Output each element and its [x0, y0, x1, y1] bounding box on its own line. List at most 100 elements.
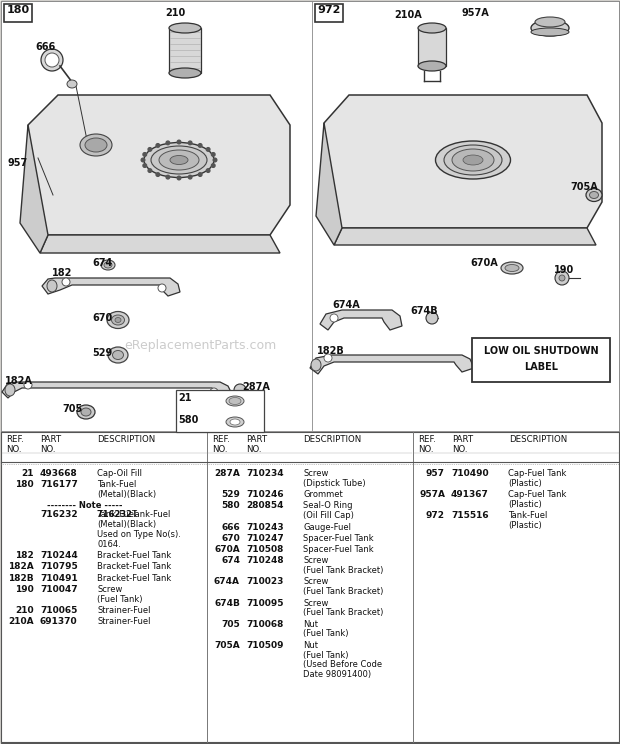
- Ellipse shape: [104, 262, 112, 268]
- Circle shape: [148, 169, 152, 173]
- Text: 287A: 287A: [242, 382, 270, 392]
- Text: 670A: 670A: [215, 545, 240, 554]
- Ellipse shape: [85, 138, 107, 152]
- Text: 287A: 287A: [214, 469, 240, 478]
- Bar: [315, 4, 343, 22]
- Ellipse shape: [444, 145, 502, 175]
- Text: 280854: 280854: [246, 501, 283, 510]
- Text: NO.: NO.: [452, 445, 467, 454]
- Text: (Dipstick Tube): (Dipstick Tube): [303, 479, 366, 488]
- Text: 0164.: 0164.: [97, 539, 121, 548]
- Text: Spacer-Fuel Tank: Spacer-Fuel Tank: [303, 533, 374, 543]
- Text: REF.: REF.: [6, 435, 24, 444]
- Circle shape: [198, 173, 202, 176]
- Circle shape: [141, 158, 145, 161]
- Polygon shape: [316, 123, 342, 245]
- Text: (Fuel Tank Bracket): (Fuel Tank Bracket): [303, 587, 383, 596]
- Text: 691370: 691370: [40, 618, 78, 626]
- Ellipse shape: [418, 61, 446, 71]
- Ellipse shape: [590, 191, 598, 199]
- Ellipse shape: [501, 262, 523, 274]
- Text: 493668: 493668: [40, 469, 78, 478]
- Ellipse shape: [531, 28, 569, 36]
- Circle shape: [156, 144, 159, 147]
- Text: Tank-Fuel: Tank-Fuel: [97, 481, 136, 490]
- Text: 674: 674: [92, 258, 112, 268]
- Text: Used on Type No(s).: Used on Type No(s).: [97, 530, 181, 539]
- Text: 710243: 710243: [246, 522, 283, 531]
- Text: (Fuel Tank): (Fuel Tank): [303, 650, 348, 660]
- Circle shape: [210, 388, 218, 396]
- Text: 710095: 710095: [246, 599, 283, 608]
- Text: Tank-Fuel: Tank-Fuel: [131, 510, 170, 519]
- Text: 716177: 716177: [40, 481, 78, 490]
- Text: Cap-Oil Fill: Cap-Oil Fill: [97, 469, 142, 478]
- Circle shape: [559, 275, 565, 281]
- Text: 666: 666: [35, 42, 55, 52]
- Circle shape: [211, 164, 215, 167]
- Ellipse shape: [80, 134, 112, 156]
- Text: 716232: 716232: [40, 510, 78, 519]
- Ellipse shape: [47, 280, 57, 292]
- Text: 182B: 182B: [9, 574, 34, 583]
- Ellipse shape: [5, 384, 15, 396]
- Text: 180: 180: [6, 5, 30, 15]
- Circle shape: [213, 158, 217, 161]
- Text: 529: 529: [92, 348, 112, 358]
- Text: Nut: Nut: [303, 641, 318, 650]
- Text: Screw: Screw: [303, 557, 329, 565]
- Bar: [1, 1, 619, 431]
- Text: 710065: 710065: [40, 606, 78, 615]
- Text: Cap-Fuel Tank: Cap-Fuel Tank: [508, 490, 567, 499]
- Text: 674B: 674B: [214, 599, 240, 608]
- Text: REF.: REF.: [418, 435, 436, 444]
- Text: 957A: 957A: [462, 8, 490, 18]
- Circle shape: [143, 164, 146, 167]
- Text: 491367: 491367: [451, 490, 489, 499]
- Polygon shape: [28, 95, 290, 235]
- Text: 715516: 715516: [451, 511, 489, 520]
- Text: 21: 21: [22, 469, 34, 478]
- Text: PART: PART: [452, 435, 473, 444]
- Circle shape: [188, 176, 192, 179]
- Text: Tank-Fuel: Tank-Fuel: [508, 511, 547, 520]
- Text: 710509: 710509: [246, 641, 283, 650]
- Text: 580: 580: [221, 501, 240, 510]
- Ellipse shape: [169, 23, 201, 33]
- Bar: [169, 28, 201, 73]
- Text: 710248: 710248: [246, 557, 283, 565]
- Ellipse shape: [230, 419, 240, 425]
- Ellipse shape: [452, 149, 494, 171]
- Text: Date 98091400): Date 98091400): [303, 670, 371, 679]
- Ellipse shape: [435, 141, 510, 179]
- Text: (Oil Fill Cap): (Oil Fill Cap): [303, 511, 354, 520]
- Text: 710795: 710795: [40, 562, 78, 571]
- Ellipse shape: [586, 188, 602, 202]
- Text: Screw: Screw: [303, 577, 329, 586]
- Ellipse shape: [226, 417, 244, 427]
- Ellipse shape: [67, 80, 77, 88]
- Text: 182B: 182B: [317, 346, 345, 356]
- Ellipse shape: [505, 265, 519, 272]
- Text: PART: PART: [246, 435, 267, 444]
- Text: 580: 580: [178, 415, 198, 425]
- Circle shape: [24, 381, 32, 389]
- Text: 210A: 210A: [394, 10, 422, 20]
- Text: 182A: 182A: [5, 376, 33, 386]
- Ellipse shape: [112, 315, 125, 325]
- Ellipse shape: [169, 68, 201, 78]
- Polygon shape: [20, 125, 48, 253]
- Text: 716232: 716232: [97, 510, 135, 519]
- Text: Bracket-Fuel Tank: Bracket-Fuel Tank: [97, 551, 171, 560]
- Text: Cap-Fuel Tank: Cap-Fuel Tank: [508, 469, 567, 478]
- Polygon shape: [42, 278, 180, 296]
- Ellipse shape: [77, 405, 95, 419]
- Text: Strainer-Fuel: Strainer-Fuel: [97, 606, 151, 615]
- Text: 180: 180: [16, 481, 34, 490]
- Ellipse shape: [535, 17, 565, 27]
- Ellipse shape: [107, 312, 129, 329]
- Bar: [472, 338, 610, 382]
- Text: 674: 674: [221, 557, 240, 565]
- Polygon shape: [334, 228, 596, 245]
- Text: (Used Before Code: (Used Before Code: [303, 661, 382, 670]
